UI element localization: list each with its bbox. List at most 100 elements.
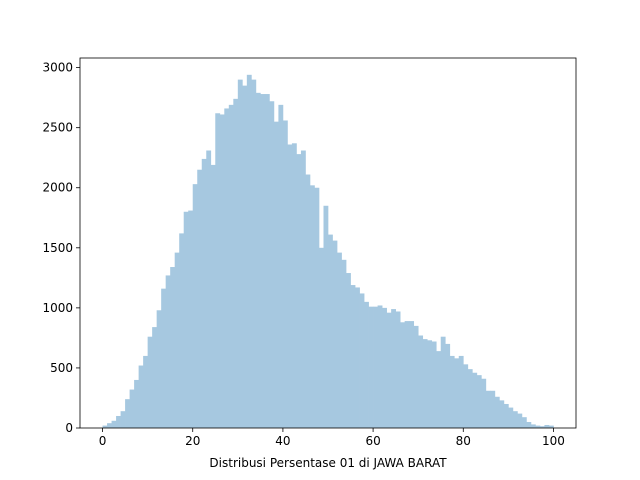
histogram-bar <box>499 400 505 428</box>
histogram-bar <box>156 310 162 428</box>
x-axis-label: Distribusi Persentase 01 di JAWA BARAT <box>209 456 447 470</box>
x-tick-label: 0 <box>99 434 107 448</box>
histogram-bar <box>188 210 194 428</box>
histogram-bar <box>300 150 306 428</box>
y-tick-label: 2500 <box>42 121 73 135</box>
y-tick-label: 1000 <box>42 301 73 315</box>
histogram-bar <box>341 259 347 428</box>
y-tick-label: 1500 <box>42 241 73 255</box>
histogram-bar <box>427 340 433 428</box>
histogram-bar <box>526 421 532 428</box>
y-tick-label: 3000 <box>42 61 73 75</box>
histogram-bar <box>152 327 158 428</box>
histogram-bar <box>422 339 428 428</box>
histogram-bar <box>472 372 478 428</box>
histogram-bar <box>215 113 221 429</box>
plot-frame <box>79 57 577 429</box>
histogram-bar <box>120 411 126 428</box>
histogram-bar <box>255 92 261 429</box>
histogram-bar <box>233 98 239 429</box>
histogram-bar <box>346 273 351 428</box>
x-tick-label: 40 <box>275 434 290 448</box>
x-tick-label: 80 <box>456 434 471 448</box>
histogram-bar <box>539 426 545 428</box>
histogram-bar <box>377 305 383 428</box>
x-tick-label: 100 <box>542 434 565 448</box>
histogram-bar <box>251 79 257 428</box>
histogram-bars <box>102 74 554 429</box>
histogram-bar <box>192 184 198 428</box>
histogram-bar <box>129 389 135 428</box>
histogram-bar <box>467 369 473 428</box>
histogram-bar <box>287 144 293 428</box>
histogram-bar <box>328 234 333 428</box>
histogram-bar <box>364 301 369 428</box>
histogram-bar <box>463 364 469 428</box>
histogram-bar <box>530 424 536 428</box>
histogram-bar <box>165 275 171 428</box>
histogram-bar <box>521 417 527 428</box>
histogram-bar <box>332 240 338 428</box>
histogram-bar <box>490 390 496 428</box>
histogram-bar <box>535 425 541 428</box>
histogram-bar <box>436 351 442 428</box>
histogram-bar <box>309 185 315 428</box>
x-tick-label: 60 <box>365 434 380 448</box>
histogram-bar <box>454 358 460 428</box>
histogram-bar <box>368 306 374 428</box>
histogram-bar <box>476 375 482 428</box>
histogram-bar <box>183 211 189 428</box>
histogram-bar <box>228 104 234 428</box>
histogram-bar <box>269 101 275 428</box>
histogram-bar <box>481 378 487 428</box>
histogram-bar <box>544 424 550 428</box>
histogram-bar <box>359 293 365 428</box>
histogram-bar <box>102 425 108 428</box>
histogram-bar <box>355 287 360 428</box>
histogram-bar <box>147 336 153 428</box>
histogram-bar <box>409 321 415 428</box>
histogram-bar <box>242 85 248 428</box>
histogram-bar <box>197 169 203 429</box>
histogram-bar <box>264 94 270 428</box>
x-tick-label: 20 <box>185 434 200 448</box>
histogram-bar <box>179 233 185 428</box>
histogram-bar <box>323 205 329 428</box>
histogram-bar <box>458 355 464 428</box>
y-tick-label: 0 <box>65 421 73 435</box>
histogram-bar <box>418 335 424 428</box>
histogram-bar <box>246 74 252 429</box>
histogram-bar <box>512 411 518 428</box>
histogram-bar <box>337 252 342 428</box>
histogram-bar <box>431 341 437 428</box>
histogram-bar <box>305 174 311 428</box>
histogram-bar <box>386 312 392 428</box>
histogram-bar <box>260 94 266 428</box>
histogram-bar <box>314 187 320 428</box>
histogram-bar <box>273 121 279 429</box>
histogram-bar <box>318 247 324 428</box>
histogram-bar <box>373 306 378 428</box>
histogram-bar <box>237 79 243 428</box>
histogram-bar <box>517 413 523 428</box>
histogram-bar <box>174 252 180 428</box>
y-tick-label: 500 <box>50 361 73 375</box>
histogram-bar <box>391 309 396 428</box>
histogram-bar <box>219 114 225 429</box>
histogram-bar <box>278 104 284 428</box>
histogram-bar <box>134 379 139 428</box>
histogram-bar <box>282 120 288 428</box>
histogram-bar <box>210 164 216 428</box>
histogram-bar <box>201 158 207 428</box>
histogram-bar <box>143 355 148 428</box>
histogram-bar <box>440 336 446 428</box>
histogram-bar <box>382 307 387 428</box>
histogram-bar <box>445 343 451 428</box>
y-tick-label: 2000 <box>42 181 73 195</box>
histogram-bar <box>206 150 212 428</box>
histogram-bar <box>508 407 514 428</box>
histogram-bar <box>413 325 419 428</box>
histogram-bar <box>224 108 230 429</box>
histogram-bar <box>494 396 500 428</box>
